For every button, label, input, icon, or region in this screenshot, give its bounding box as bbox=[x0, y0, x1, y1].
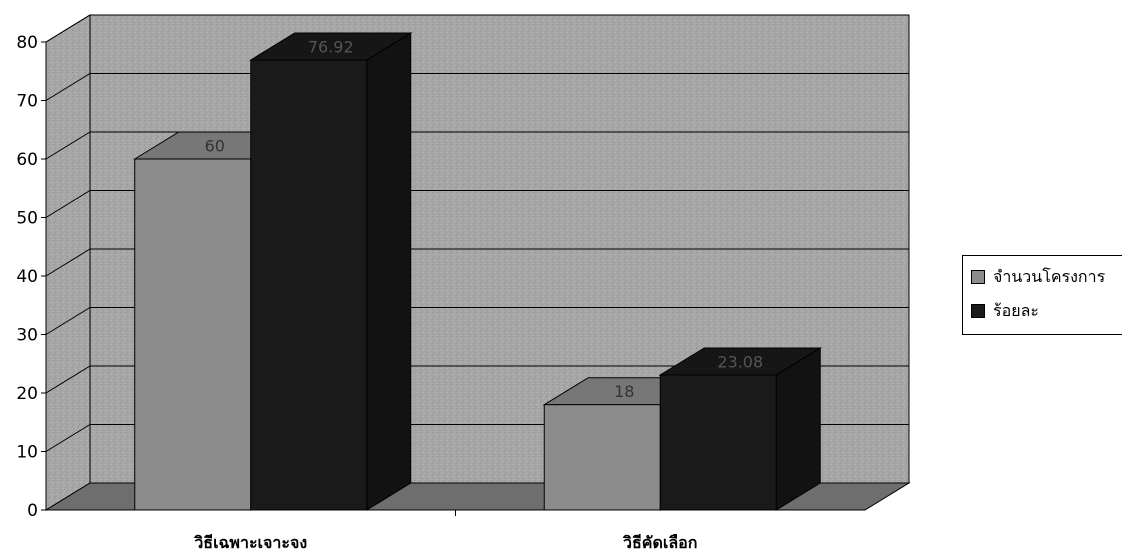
plot-area: 0 10 20 30 40 50 60 70 80 วิธีเฉพาะเจาะจง วิธีคัดเ… bbox=[16, 14, 911, 552]
bar bbox=[659, 374, 777, 511]
legend-label-count: จำนวนโครงการ bbox=[993, 266, 1106, 286]
y-tick-label: 20 bbox=[16, 384, 38, 404]
y-tick-label: 50 bbox=[16, 209, 38, 229]
y-tick-label: 80 bbox=[16, 33, 38, 53]
gridline bbox=[45, 73, 909, 101]
y-tick-label: 60 bbox=[16, 150, 38, 170]
y-tick-label: 0 bbox=[27, 501, 38, 521]
x-tick-label: วิธีเฉพาะเจาะจง bbox=[193, 533, 307, 552]
y-tick-label: 10 bbox=[16, 443, 38, 463]
data-label: 76.92 bbox=[308, 38, 354, 57]
data-label: 60 bbox=[205, 137, 225, 156]
bar bbox=[134, 158, 252, 511]
y-tick-label: 40 bbox=[16, 267, 38, 287]
gridline bbox=[45, 365, 909, 394]
legend: จำนวนโครงการ ร้อยละ bbox=[962, 255, 1122, 335]
bar bbox=[543, 404, 661, 511]
x-tick-label: วิธีคัดเลือก bbox=[622, 533, 697, 552]
gridline bbox=[45, 14, 909, 43]
legend-item-percent: ร้อยละ bbox=[971, 300, 1039, 322]
data-label: 18 bbox=[614, 382, 634, 401]
y-tick-label: 30 bbox=[16, 326, 38, 346]
gridline bbox=[45, 131, 909, 160]
bar-side bbox=[366, 32, 412, 511]
bar-side bbox=[775, 347, 821, 511]
legend-swatch-count bbox=[971, 270, 985, 284]
legend-label-percent: ร้อยละ bbox=[993, 300, 1039, 320]
legend-swatch-percent bbox=[971, 304, 985, 318]
gridline bbox=[45, 190, 909, 218]
bar bbox=[250, 59, 368, 511]
data-label: 23.08 bbox=[717, 352, 763, 371]
gridline bbox=[45, 307, 909, 335]
legend-item-count: จำนวนโครงการ bbox=[971, 266, 1105, 288]
gridline bbox=[45, 248, 909, 277]
y-tick-label: 70 bbox=[16, 92, 38, 112]
